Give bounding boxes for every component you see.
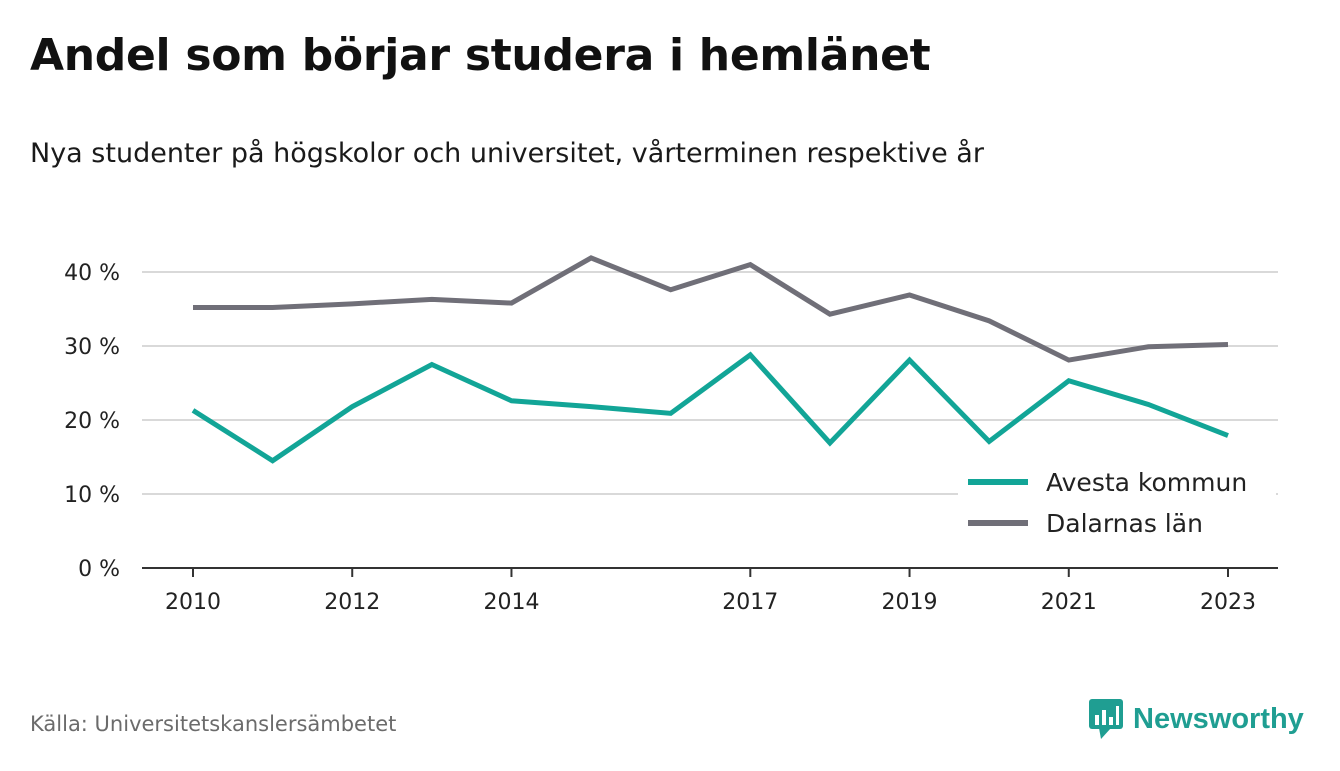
- bar-chart-speech-icon: [1089, 699, 1123, 739]
- y-axis-tick-labels: 0 % 10 % 20 % 30 % 40 %: [64, 261, 120, 582]
- brand-name: Newsworthy: [1133, 702, 1304, 735]
- brand-logo[interactable]: Newsworthy: [1089, 697, 1304, 741]
- source-note: Källa: Universitetskanslersämbetet: [30, 712, 397, 736]
- series-line-avesta-kommun: [191, 351, 1229, 464]
- y-tick-label: 30 %: [64, 335, 120, 360]
- legend-label: Dalarnas län: [1046, 509, 1203, 538]
- grid-lines: [142, 271, 1278, 569]
- x-tick-label: 2019: [882, 590, 938, 615]
- legend: Avesta kommun Dalarnas län: [958, 458, 1276, 550]
- legend-background: [958, 458, 1276, 550]
- line-chart: 0 % 10 % 20 % 30 % 40 % 2010 2012 2014 2017 2019…: [64, 255, 1278, 615]
- x-tick-label: 2017: [722, 590, 778, 615]
- y-tick-label: 0 %: [78, 557, 120, 582]
- x-tick-label: 2014: [483, 590, 539, 615]
- series-line-dalarnas-l-n: [193, 255, 1229, 363]
- x-tick-label: 2010: [165, 590, 221, 615]
- chart-subtitle: Nya studenter på högskolor och universit…: [30, 138, 984, 169]
- y-tick-label: 10 %: [64, 483, 120, 508]
- x-tick-label: 2023: [1200, 590, 1256, 615]
- x-axis-tick-labels: 2010 2012 2014 2017 2019 2021 2023: [165, 568, 1256, 615]
- y-tick-label: 40 %: [64, 261, 120, 286]
- x-tick-label: 2012: [324, 590, 380, 615]
- chart-title: Andel som börjar studera i hemlänet: [30, 30, 931, 81]
- series-lines: [191, 255, 1229, 464]
- y-tick-label: 20 %: [64, 409, 120, 434]
- legend-label: Avesta kommun: [1046, 468, 1247, 497]
- x-tick-label: 2021: [1041, 590, 1097, 615]
